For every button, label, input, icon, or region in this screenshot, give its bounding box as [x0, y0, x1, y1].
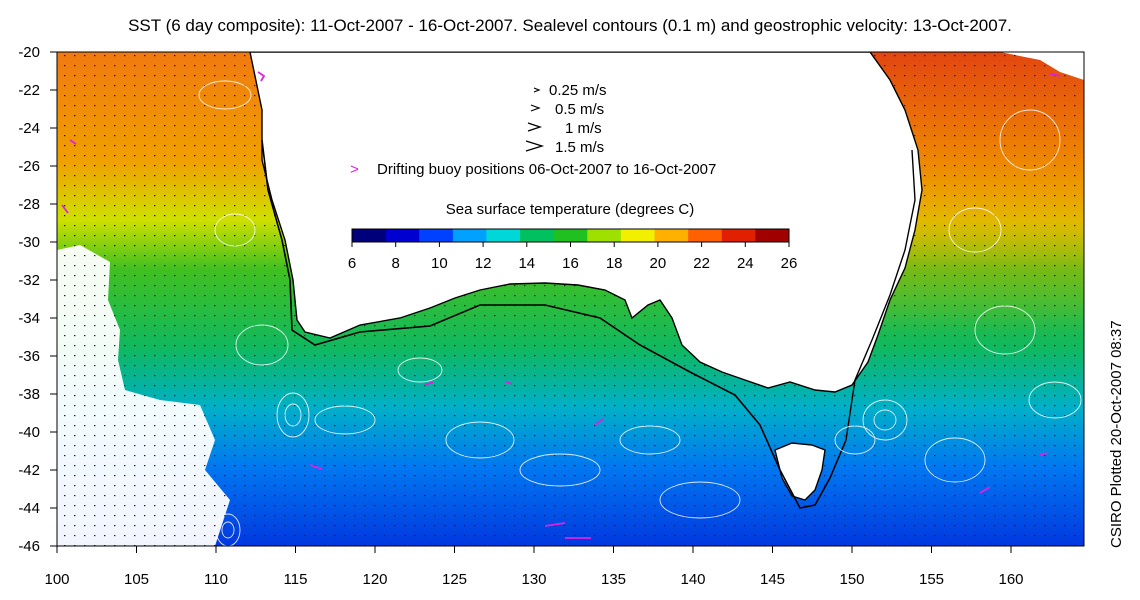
- y-tick-label: -30: [18, 234, 40, 251]
- colorbar-cell: [452, 229, 487, 242]
- australia-land: [249, 52, 923, 393]
- credit-label: CSIRO Plotted 20-Oct-2007 08:37: [1108, 320, 1125, 548]
- y-tick-label: -34: [18, 310, 40, 327]
- map-plot-area: [57, 52, 1084, 546]
- colorbar-tick-label: 10: [431, 255, 448, 272]
- colorbar-cell: [520, 229, 555, 242]
- x-tick-label: 110: [204, 571, 228, 588]
- colorbar-cell: [755, 229, 790, 242]
- x-tick-label: 130: [521, 571, 546, 588]
- buoy-marker-icon: >: [350, 161, 359, 178]
- x-tick-label: 105: [124, 571, 149, 588]
- x-tick-label: 150: [839, 571, 864, 588]
- x-tick-label: 100: [44, 571, 69, 588]
- x-tick-label: 135: [601, 571, 626, 588]
- y-tick-label: -38: [18, 386, 40, 403]
- x-axis: 100 105 110 115 120 125 130 135 140 145 150 155 160: [44, 546, 1024, 588]
- colorbar-tick-label: 12: [475, 255, 492, 272]
- colorbar-cell: [620, 229, 656, 242]
- sealevel-contours: [198, 80, 1082, 546]
- x-tick-label: 125: [442, 571, 467, 588]
- buoy-legend-label: Drifting buoy positions 06-Oct-2007 to 1…: [377, 161, 716, 178]
- arrow-medium-icon: [530, 104, 541, 112]
- colorbar-cell: [654, 229, 689, 242]
- y-tick-label: -22: [18, 82, 40, 99]
- colorbar-cell: [352, 229, 387, 242]
- colorbar-cell: [486, 229, 521, 242]
- colorbar-tick-label: 6: [348, 255, 356, 272]
- legend-label-0.25: 0.25 m/s: [549, 82, 607, 99]
- arrow-large-icon: [527, 122, 543, 132]
- colorbar-tick-label: 8: [392, 255, 400, 272]
- y-tick-label: -42: [18, 462, 40, 479]
- arrow-small-icon: [533, 87, 541, 93]
- y-tick-label: -20: [18, 44, 40, 61]
- colorbar-cell: [587, 229, 622, 242]
- velocity-legend: 0.25 m/s 0.5 m/s 1 m/s 1.5 m/s: [525, 82, 607, 156]
- x-tick-label: 160: [998, 571, 1023, 588]
- x-tick-label: 145: [760, 571, 785, 588]
- x-tick-label: 115: [284, 571, 308, 588]
- map-title: SST (6 day composite): 11-Oct-2007 - 16-…: [128, 16, 1012, 35]
- coastal-land-fragment: [1000, 52, 1084, 80]
- colorbar-title: Sea surface temperature (degrees C): [446, 201, 694, 218]
- colorbar-cell: [553, 229, 588, 242]
- colorbar: Sea surface temperature (degrees C) 6 8 10…: [348, 201, 798, 272]
- shelf-contour-line-east: [845, 149, 916, 441]
- y-tick-label: -24: [18, 120, 40, 137]
- colorbar-tick-label: 26: [781, 255, 798, 272]
- y-tick-label: -40: [18, 424, 40, 441]
- colorbar-cell: [419, 229, 454, 242]
- colorbar-tick-label: 20: [650, 255, 667, 272]
- colorbar-tick-label: 14: [518, 255, 535, 272]
- colorbar-tick-label: 16: [562, 255, 579, 272]
- arrow-xlarge-icon: [525, 140, 545, 152]
- colorbar-cell: [721, 229, 756, 242]
- colorbar-gradient: [352, 229, 790, 242]
- colorbar-cell: [688, 229, 723, 242]
- y-axis: -20 -22 -24 -26 -28 -30 -32 -34 -36 -38 -40 -42 -44 -…: [18, 44, 57, 555]
- y-tick-label: -28: [18, 196, 40, 213]
- colorbar-tick-label: 22: [693, 255, 710, 272]
- colorbar-cell: [385, 229, 420, 242]
- colorbar-tick-label: 24: [737, 255, 754, 272]
- colorbar-tick-label: 18: [606, 255, 623, 272]
- colorbar-ticks: 6 8 10 12 14 16 18 20 22 24 26: [348, 242, 798, 272]
- y-tick-label: -46: [18, 538, 40, 555]
- buoy-legend: > Drifting buoy positions 06-Oct-2007 to…: [350, 161, 716, 178]
- x-tick-label: 155: [919, 571, 944, 588]
- y-tick-label: -36: [18, 348, 40, 365]
- legend-label-0.5: 0.5 m/s: [555, 101, 604, 118]
- y-tick-label: -32: [18, 272, 40, 289]
- map-frame: [56, 51, 1085, 547]
- legend-label-1.5: 1.5 m/s: [555, 139, 604, 156]
- shelf-contour-line: [261, 139, 847, 509]
- y-tick-label: -44: [18, 500, 40, 517]
- x-tick-label: 140: [680, 571, 705, 588]
- y-tick-label: -26: [18, 158, 40, 175]
- legend-label-1: 1 m/s: [565, 120, 602, 137]
- buoy-tracks: [61, 71, 1061, 539]
- x-tick-label: 120: [362, 571, 387, 588]
